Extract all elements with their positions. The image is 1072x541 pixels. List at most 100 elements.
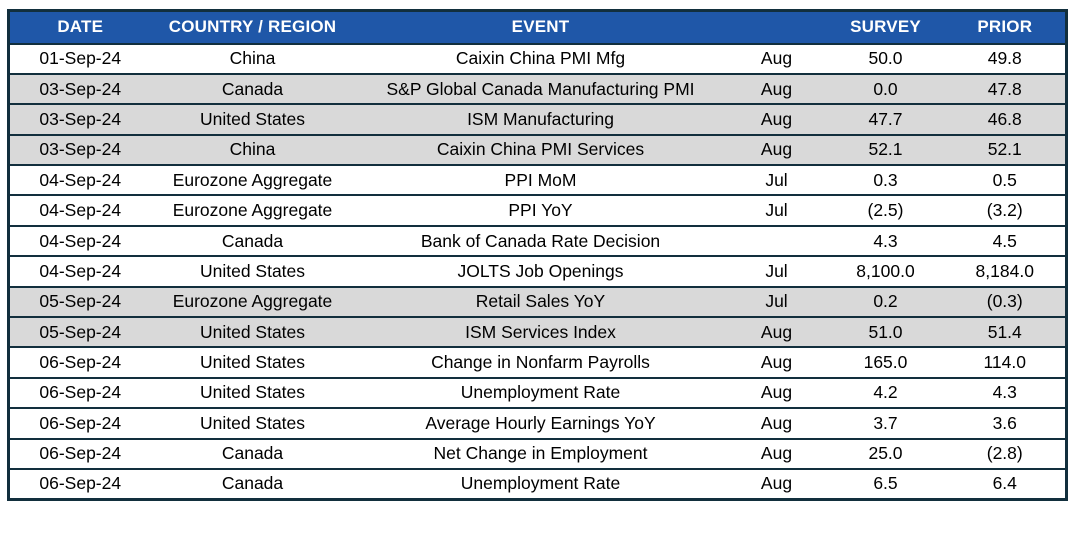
period-cell: Jul: [726, 194, 827, 227]
date-cell: 05-Sep-24: [8, 285, 151, 319]
prior-cell: 47.8: [944, 72, 1067, 106]
survey-cell: 165.0: [826, 346, 945, 379]
country-cell: Eurozone Aggregate: [150, 285, 355, 319]
period-cell: Jul: [726, 164, 827, 197]
survey-cell: 3.7: [826, 407, 945, 440]
survey-cell: 25.0: [826, 437, 945, 470]
column-header-country: COUNTRY / REGION: [150, 10, 355, 45]
prior-cell: 51.4: [944, 316, 1067, 349]
survey-cell: 0.0: [826, 72, 945, 106]
period-cell: Jul: [726, 255, 827, 288]
table-row: 06-Sep-24 United States Average Hourly E…: [8, 407, 1067, 440]
country-cell: Canada: [150, 72, 355, 106]
event-cell: Caixin China PMI Mfg: [354, 42, 727, 75]
event-cell: ISM Services Index: [354, 316, 727, 349]
country-cell: United States: [150, 407, 355, 440]
prior-cell: 52.1: [944, 133, 1067, 167]
prior-cell: 4.3: [944, 376, 1067, 410]
prior-cell: (0.3): [944, 285, 1067, 319]
event-cell: S&P Global Canada Manufacturing PMI: [354, 72, 727, 106]
survey-cell: 4.3: [826, 224, 945, 258]
prior-cell: 8,184.0: [944, 255, 1067, 288]
country-cell: United States: [150, 376, 355, 410]
date-cell: 05-Sep-24: [8, 316, 151, 349]
date-cell: 06-Sep-24: [8, 346, 151, 379]
prior-cell: (3.2): [944, 194, 1067, 227]
table-row: 01-Sep-24 China Caixin China PMI Mfg Aug…: [8, 42, 1067, 75]
event-cell: PPI YoY: [354, 194, 727, 227]
table-row: 04-Sep-24 United States JOLTS Job Openin…: [8, 255, 1067, 288]
table-header: DATE COUNTRY / REGION EVENT SURVEY PRIOR: [8, 10, 1067, 45]
table-row: 06-Sep-24 United States Unemployment Rat…: [8, 376, 1067, 410]
prior-cell: (2.8): [944, 437, 1067, 470]
event-cell: Net Change in Employment: [354, 437, 727, 470]
event-cell: Change in Nonfarm Payrolls: [354, 346, 727, 379]
survey-cell: 4.2: [826, 376, 945, 410]
table-row: 04-Sep-24 Canada Bank of Canada Rate Dec…: [8, 224, 1067, 258]
country-cell: Eurozone Aggregate: [150, 164, 355, 197]
event-cell: ISM Manufacturing: [354, 103, 727, 136]
event-cell: Unemployment Rate: [354, 376, 727, 410]
country-cell: China: [150, 133, 355, 167]
prior-cell: 6.4: [944, 467, 1067, 501]
period-cell: Aug: [726, 103, 827, 136]
survey-cell: 50.0: [826, 42, 945, 75]
survey-cell: (2.5): [826, 194, 945, 227]
event-cell: JOLTS Job Openings: [354, 255, 727, 288]
table-row: 06-Sep-24 United States Change in Nonfar…: [8, 346, 1067, 379]
date-cell: 06-Sep-24: [8, 407, 151, 440]
survey-cell: 52.1: [826, 133, 945, 167]
event-cell: Bank of Canada Rate Decision: [354, 224, 727, 258]
country-cell: United States: [150, 255, 355, 288]
table-row: 05-Sep-24 Eurozone Aggregate Retail Sale…: [8, 285, 1067, 319]
prior-cell: 114.0: [944, 346, 1067, 379]
economic-calendar-table: DATE COUNTRY / REGION EVENT SURVEY PRIOR 01-…: [7, 9, 1068, 501]
country-cell: Canada: [150, 437, 355, 470]
period-cell: Aug: [726, 467, 827, 501]
period-cell: Aug: [726, 42, 827, 75]
period-cell: [726, 224, 827, 258]
survey-cell: 6.5: [826, 467, 945, 501]
period-cell: Aug: [726, 376, 827, 410]
date-cell: 06-Sep-24: [8, 467, 151, 501]
table-row: 06-Sep-24 Canada Net Change in Employmen…: [8, 437, 1067, 470]
column-header-prior: PRIOR: [944, 10, 1067, 45]
prior-cell: 49.8: [944, 42, 1067, 75]
survey-cell: 0.3: [826, 164, 945, 197]
country-cell: United States: [150, 346, 355, 379]
country-cell: United States: [150, 103, 355, 136]
event-cell: Unemployment Rate: [354, 467, 727, 501]
survey-cell: 0.2: [826, 285, 945, 319]
table-row: 03-Sep-24 Canada S&P Global Canada Manuf…: [8, 72, 1067, 106]
prior-cell: 0.5: [944, 164, 1067, 197]
country-cell: Canada: [150, 224, 355, 258]
table-row: 03-Sep-24 China Caixin China PMI Service…: [8, 133, 1067, 167]
date-cell: 06-Sep-24: [8, 437, 151, 470]
date-cell: 03-Sep-24: [8, 72, 151, 106]
period-cell: Aug: [726, 72, 827, 106]
column-header-date: DATE: [8, 10, 151, 45]
country-cell: Eurozone Aggregate: [150, 194, 355, 227]
prior-cell: 4.5: [944, 224, 1067, 258]
period-cell: Jul: [726, 285, 827, 319]
date-cell: 04-Sep-24: [8, 164, 151, 197]
country-cell: Canada: [150, 467, 355, 501]
date-cell: 04-Sep-24: [8, 194, 151, 227]
header-row: DATE COUNTRY / REGION EVENT SURVEY PRIOR: [8, 10, 1067, 45]
date-cell: 03-Sep-24: [8, 133, 151, 167]
table-row: 04-Sep-24 Eurozone Aggregate PPI YoY Jul…: [8, 194, 1067, 227]
survey-cell: 8,100.0: [826, 255, 945, 288]
table-row: 04-Sep-24 Eurozone Aggregate PPI MoM Jul…: [8, 164, 1067, 197]
event-cell: PPI MoM: [354, 164, 727, 197]
prior-cell: 46.8: [944, 103, 1067, 136]
period-cell: Aug: [726, 133, 827, 167]
table-row: 05-Sep-24 United States ISM Services Ind…: [8, 316, 1067, 349]
event-cell: Retail Sales YoY: [354, 285, 727, 319]
event-cell: Caixin China PMI Services: [354, 133, 727, 167]
event-cell: Average Hourly Earnings YoY: [354, 407, 727, 440]
table-row: 06-Sep-24 Canada Unemployment Rate Aug 6…: [8, 467, 1067, 501]
column-header-survey: SURVEY: [826, 10, 945, 45]
date-cell: 01-Sep-24: [8, 42, 151, 75]
economic-calendar-page: DATE COUNTRY / REGION EVENT SURVEY PRIOR 01-…: [7, 9, 1068, 501]
survey-cell: 51.0: [826, 316, 945, 349]
